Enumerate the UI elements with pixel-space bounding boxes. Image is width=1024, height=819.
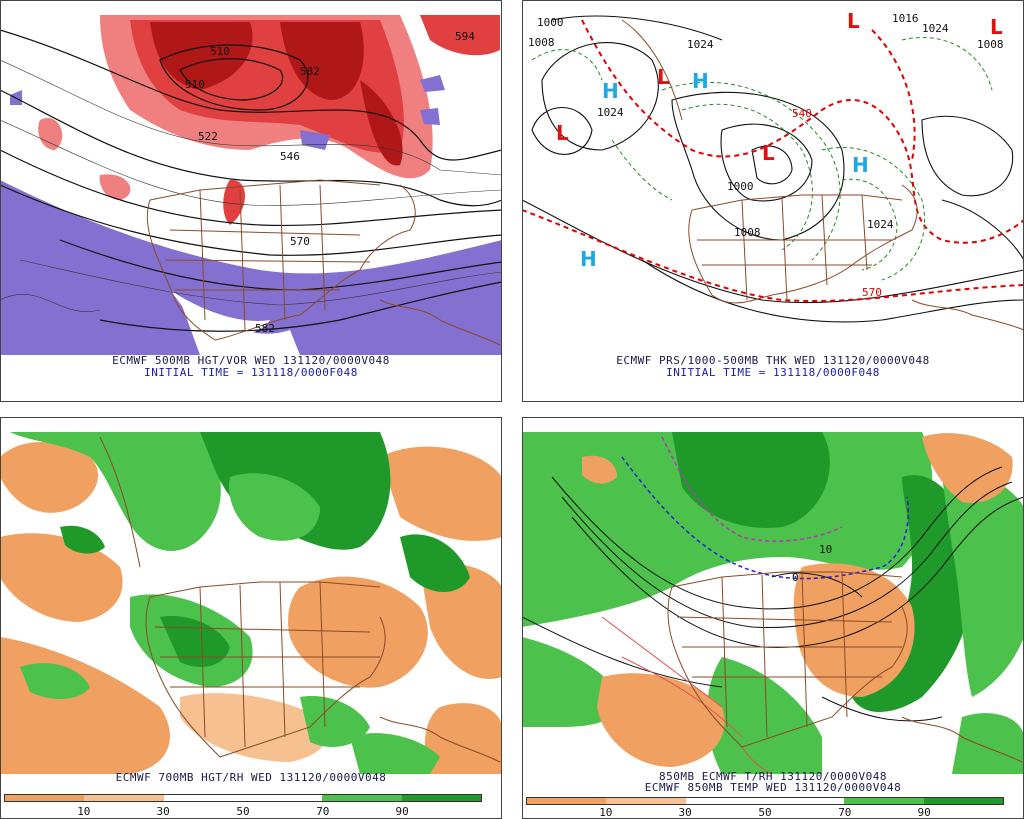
- svg-text:594: 594: [455, 30, 475, 43]
- caption-title: 850MB ECMWF T/RH 131120/0000V048: [659, 770, 887, 783]
- svg-text:1024: 1024: [597, 106, 624, 119]
- svg-text:H: H: [602, 79, 619, 103]
- colorbar-tick: 90: [395, 805, 409, 818]
- colorbar-tick: 90: [917, 806, 931, 819]
- svg-text:1008: 1008: [734, 226, 761, 239]
- colorbar-tick: 70: [316, 805, 330, 818]
- svg-text:1000: 1000: [537, 16, 564, 29]
- caption-title: ECMWF 500MB HGT/VOR WED 131120/0000V048: [112, 354, 390, 367]
- svg-text:522: 522: [198, 130, 218, 143]
- svg-text:10: 10: [819, 543, 832, 556]
- colorbar-tick: 50: [236, 805, 250, 818]
- colorbar-tick: 30: [156, 805, 170, 818]
- svg-text:582: 582: [255, 322, 275, 335]
- svg-text:L: L: [847, 9, 860, 33]
- panel-500mb-hgt-vor: 510 510 522 546 570 582 594 582 ECMWF 50…: [0, 0, 502, 402]
- panel-850mb-t-rh: 10 0 850MB ECMWF T/RH 131120/0000V048 EC…: [522, 417, 1024, 819]
- svg-text:1024: 1024: [687, 38, 714, 51]
- colorbar-tick: 10: [77, 805, 91, 818]
- caption-subtitle: ECMWF 850MB TEMP WED 131120/0000V048: [644, 781, 902, 794]
- svg-text:510: 510: [185, 78, 205, 91]
- svg-text:H: H: [580, 247, 597, 271]
- svg-text:L: L: [657, 65, 670, 89]
- vorticity-map: 510 510 522 546 570 582 594 582: [0, 0, 502, 355]
- panel-700mb-hgt-rh: ECMWF 700MB HGT/RH WED 131120/0000V048 1…: [0, 417, 502, 819]
- svg-text:L: L: [990, 15, 1003, 39]
- rh-map: [0, 417, 502, 774]
- colorbar-tick: 10: [599, 806, 613, 819]
- pressure-thickness-map: H H H H L L L L L 1000 1008 1024 1024 10…: [522, 0, 1024, 355]
- svg-text:L: L: [762, 141, 775, 165]
- colorbar-ticks: 10 30 50 70 90: [526, 806, 1004, 819]
- svg-text:1008: 1008: [528, 36, 555, 49]
- svg-text:1016: 1016: [892, 12, 919, 25]
- svg-text:546: 546: [280, 150, 300, 163]
- panel-prs-thk: H H H H L L L L L 1000 1008 1024 1024 10…: [522, 0, 1024, 402]
- svg-text:0: 0: [792, 571, 799, 584]
- svg-text:510: 510: [210, 45, 230, 58]
- svg-text:H: H: [692, 69, 709, 93]
- svg-text:H: H: [852, 153, 869, 177]
- caption-title: ECMWF 700MB HGT/RH WED 131120/0000V048: [115, 771, 387, 784]
- svg-text:1008: 1008: [977, 38, 1004, 51]
- temperature-rh-map: 10 0: [522, 417, 1024, 775]
- svg-text:1024: 1024: [922, 22, 949, 35]
- svg-text:570: 570: [290, 235, 310, 248]
- caption-title: ECMWF PRS/1000-500MB THK WED 131120/0000…: [616, 354, 930, 367]
- colorbar-ticks: 10 30 50 70 90: [4, 805, 482, 819]
- svg-text:L: L: [556, 121, 569, 145]
- svg-text:540: 540: [792, 107, 812, 120]
- rh-colorbar: [526, 797, 1004, 805]
- colorbar-tick: 30: [678, 806, 692, 819]
- svg-text:1024: 1024: [867, 218, 894, 231]
- svg-text:570: 570: [862, 286, 882, 299]
- svg-text:1000: 1000: [727, 180, 754, 193]
- caption-initial-time: INITIAL TIME = 131118/0000F048: [144, 366, 358, 379]
- colorbar-tick: 70: [838, 806, 852, 819]
- svg-text:582: 582: [300, 65, 320, 78]
- colorbar-tick: 50: [758, 806, 772, 819]
- caption-initial-time: INITIAL TIME = 131118/0000F048: [666, 366, 880, 379]
- rh-colorbar: [4, 794, 482, 802]
